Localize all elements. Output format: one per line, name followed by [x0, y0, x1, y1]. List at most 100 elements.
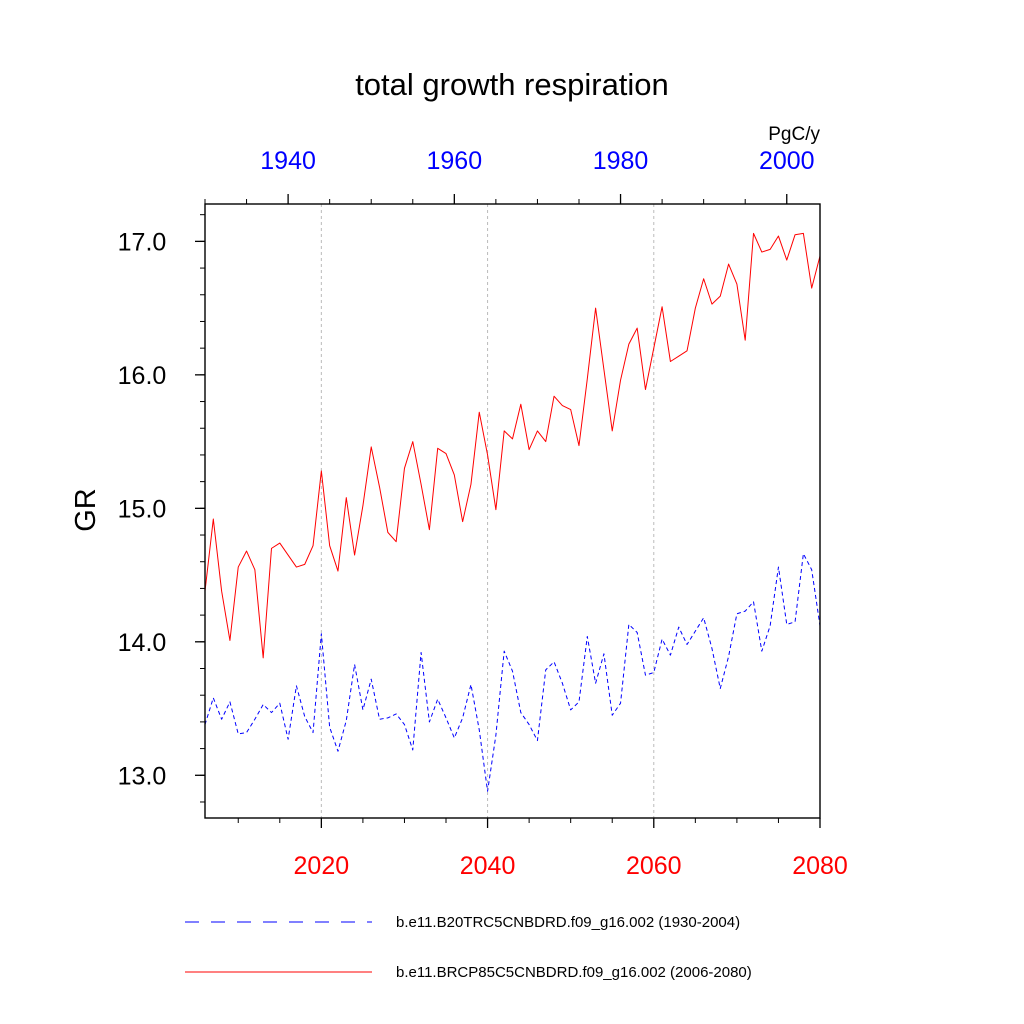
- data-point: [379, 486, 380, 487]
- data-point: [537, 740, 538, 741]
- data-point: [686, 350, 687, 351]
- series-layer: [204, 232, 821, 792]
- units-label: PgC/y: [768, 124, 820, 145]
- data-point: [553, 661, 554, 662]
- data-point: [271, 548, 272, 549]
- data-point: [811, 569, 812, 570]
- data-point: [504, 651, 505, 652]
- legend-item: b.e11.BRCP85C5CNBDRD.f09_g16.002 (2006-2…: [185, 964, 752, 981]
- data-point: [396, 713, 397, 714]
- data-point: [321, 633, 322, 634]
- data-point: [595, 308, 596, 309]
- data-point: [487, 454, 488, 455]
- data-point: [753, 233, 754, 234]
- legend: b.e11.B20TRC5CNBDRD.f09_g16.002 (1930-20…: [185, 914, 752, 981]
- data-point: [553, 396, 554, 397]
- data-point: [745, 340, 746, 341]
- plot-frame: [204, 203, 821, 819]
- data-point: [562, 405, 563, 406]
- y-tick-label: 14.0: [118, 629, 167, 657]
- data-point: [753, 601, 754, 602]
- data-point: [520, 712, 521, 713]
- data-point: [454, 474, 455, 475]
- data-point: [412, 441, 413, 442]
- data-point: [570, 709, 571, 710]
- data-point: [803, 553, 804, 554]
- data-point: [637, 328, 638, 329]
- data-point: [745, 611, 746, 612]
- data-point: [529, 724, 530, 725]
- data-point: [229, 640, 230, 641]
- data-point: [504, 430, 505, 431]
- data-point: [620, 380, 621, 381]
- y-tick-label: 15.0: [118, 495, 167, 523]
- bottom-tick-label: 2080: [792, 852, 848, 880]
- data-point: [437, 699, 438, 700]
- data-point: [786, 259, 787, 260]
- data-point: [587, 378, 588, 379]
- data-point: [770, 249, 771, 250]
- legend-label-historical: b.e11.B20TRC5CNBDRD.f09_g16.002 (1930-20…: [396, 914, 740, 931]
- grid-lines: [320, 204, 655, 818]
- data-point: [545, 669, 546, 670]
- data-point: [578, 701, 579, 702]
- data-point: [445, 717, 446, 718]
- data-point: [263, 704, 264, 705]
- data-point: [279, 703, 280, 704]
- data-point: [595, 683, 596, 684]
- data-point: [221, 590, 222, 591]
- data-point: [761, 651, 762, 652]
- data-point: [794, 621, 795, 622]
- data-point: [437, 448, 438, 449]
- data-point: [711, 648, 712, 649]
- data-point: [470, 684, 471, 685]
- data-point: [512, 671, 513, 672]
- data-point: [312, 545, 313, 546]
- data-point: [803, 233, 804, 234]
- top-axis: 1940 1960 1980 2000: [204, 147, 815, 204]
- data-point: [238, 566, 239, 567]
- data-point: [246, 732, 247, 733]
- data-point: [362, 505, 363, 506]
- data-point: [703, 278, 704, 279]
- data-point: [462, 717, 463, 718]
- bottom-axis: 2020 2040 2060 2080: [237, 818, 848, 880]
- data-point: [736, 613, 737, 614]
- data-point: [454, 737, 455, 738]
- data-point: [728, 656, 729, 657]
- data-point: [288, 554, 289, 555]
- data-point: [254, 569, 255, 570]
- data-point: [445, 453, 446, 454]
- data-point: [661, 306, 662, 307]
- legend-label-rcp85: b.e11.BRCP85C5CNBDRD.f09_g16.002 (2006-2…: [396, 964, 752, 981]
- data-point: [321, 470, 322, 471]
- y-tick-label: 16.0: [118, 362, 167, 390]
- top-tick-label: 1940: [260, 147, 316, 175]
- y-axis: 13.0 14.0 15.0 16.0 17.0: [118, 214, 205, 803]
- data-point: [271, 712, 272, 713]
- data-point: [778, 235, 779, 236]
- data-point: [404, 724, 405, 725]
- data-point: [404, 468, 405, 469]
- data-point: [288, 739, 289, 740]
- data-point: [778, 566, 779, 567]
- data-point: [312, 732, 313, 733]
- top-tick-label: 1960: [427, 147, 483, 175]
- data-point: [263, 657, 264, 658]
- data-point: [529, 449, 530, 450]
- data-point: [296, 685, 297, 686]
- data-point: [612, 715, 613, 716]
- data-point: [329, 545, 330, 546]
- data-point: [794, 234, 795, 235]
- data-point: [628, 344, 629, 345]
- chart-title: total growth respiration: [355, 67, 669, 102]
- data-point: [603, 369, 604, 370]
- y-tick-label: 17.0: [118, 228, 167, 256]
- data-point: [412, 749, 413, 750]
- data-point: [620, 703, 621, 704]
- data-point: [728, 263, 729, 264]
- data-point: [337, 570, 338, 571]
- data-point: [346, 497, 347, 498]
- data-point: [279, 542, 280, 543]
